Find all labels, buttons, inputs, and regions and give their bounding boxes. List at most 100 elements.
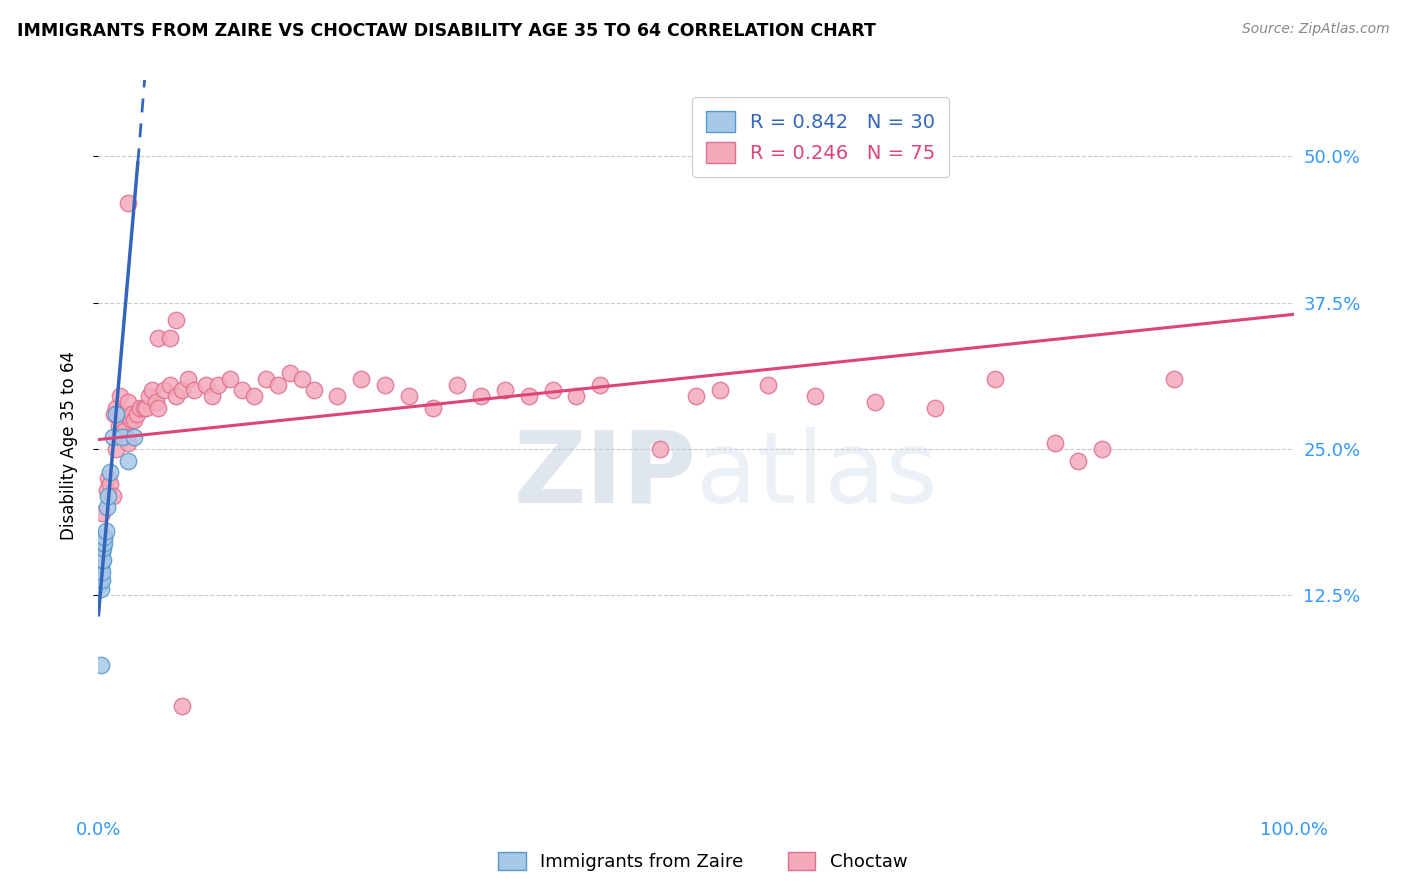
Point [1091,442,1114,456]
Point [112,425,135,439]
Point [470,389,492,403]
Point [101,489,124,503]
Point [103,407,125,421]
Point [1163,372,1185,386]
Point [97,489,120,503]
Point [91,541,114,556]
Point [91,553,114,567]
Point [541,384,564,398]
Point [89,576,111,591]
Point [91,553,114,567]
Point [89,558,111,573]
Point [145,395,167,409]
Point [159,331,181,345]
Point [107,418,129,433]
Point [115,430,138,444]
Point [124,430,146,444]
Point [709,384,731,398]
Point [141,384,163,398]
Point [110,407,132,421]
Point [231,384,253,398]
Point [219,372,242,386]
Point [117,436,139,450]
Text: IMMIGRANTS FROM ZAIRE VS CHOCTAW DISABILITY AGE 35 TO 64 CORRELATION CHART: IMMIGRANTS FROM ZAIRE VS CHOCTAW DISABIL… [17,22,876,40]
Point [120,412,142,426]
Point [195,377,218,392]
Point [108,389,131,403]
Point [565,389,588,403]
Point [90,658,112,673]
Point [91,535,114,549]
Point [93,530,115,544]
Point [89,565,111,579]
Point [648,442,672,456]
Point [117,196,139,211]
Point [589,377,612,392]
Point [517,389,540,403]
Text: Source: ZipAtlas.com: Source: ZipAtlas.com [1241,22,1389,37]
Point [117,453,139,467]
Point [90,545,112,559]
Point [243,389,266,403]
Point [374,377,396,392]
Point [89,553,111,567]
Point [326,389,349,403]
Point [865,395,887,409]
Point [159,377,181,392]
Point [129,401,152,415]
Point [207,377,229,392]
Point [267,377,290,392]
Legend: Immigrants from Zaire, Choctaw: Immigrants from Zaire, Choctaw [491,845,915,879]
Point [117,395,139,409]
Point [101,430,124,444]
Point [201,389,224,403]
Point [98,466,122,480]
Point [121,407,143,421]
Point [90,549,112,564]
Y-axis label: Disability Age 35 to 64: Disability Age 35 to 64 [59,351,77,541]
Point [90,582,112,597]
Point [93,530,115,544]
Point [172,699,194,714]
Point [105,401,128,415]
Point [254,372,277,386]
Point [804,389,827,403]
Point [98,477,122,491]
Point [111,418,134,433]
Point [90,561,112,575]
Point [96,500,118,515]
Point [685,389,707,403]
Point [756,377,779,392]
Point [138,389,160,403]
Point [1067,453,1090,467]
Point [105,407,128,421]
Point [165,389,187,403]
Point [111,430,134,444]
Point [93,535,115,549]
Point [494,384,516,398]
Point [1043,436,1066,450]
Point [90,557,112,571]
Point [350,372,373,386]
Point [148,331,170,345]
Point [91,506,114,520]
Point [177,372,200,386]
Point [132,401,155,415]
Point [97,471,120,485]
Legend: R = 0.842   N = 30, R = 0.246   N = 75: R = 0.842 N = 30, R = 0.246 N = 75 [692,97,949,177]
Point [91,545,114,559]
Text: ZIP: ZIP [513,426,696,524]
Point [90,571,112,585]
Point [125,407,148,421]
Point [94,524,117,538]
Point [446,377,468,392]
Point [91,573,114,587]
Point [183,384,205,398]
Point [278,366,301,380]
Point [135,401,157,415]
Point [91,538,114,552]
Point [153,384,176,398]
Point [984,372,1007,386]
Point [105,442,128,456]
Point [398,389,420,403]
